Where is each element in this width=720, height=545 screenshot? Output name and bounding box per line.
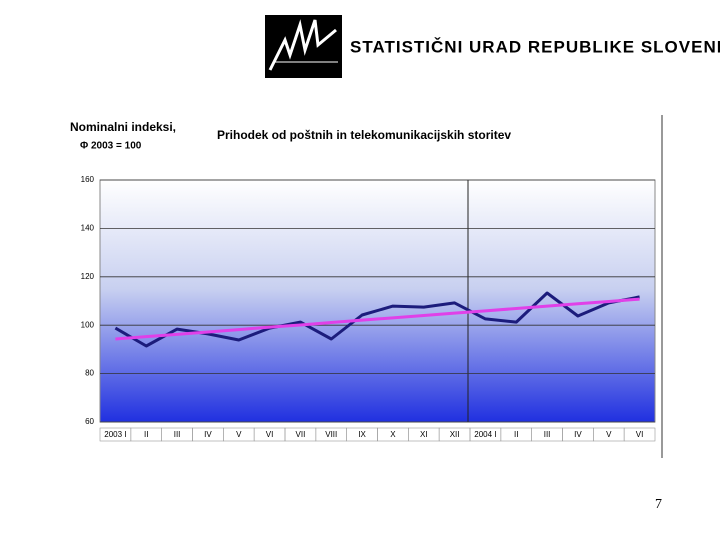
y-label: Nominalni indeksi, — [70, 120, 176, 134]
y-tick-label: 60 — [85, 417, 94, 426]
category-cell — [623, 427, 656, 442]
y-tick-label: 100 — [81, 320, 95, 329]
page-number: 7 — [655, 497, 662, 512]
x-tick-label: X — [390, 430, 396, 439]
x-tick-label: IV — [574, 430, 582, 439]
x-tick-label: VIII — [325, 430, 337, 439]
x-tick-label: 2003 I — [104, 430, 126, 439]
x-tick-label: IX — [358, 430, 366, 439]
organization: STATISTIČNI URAD REPUBLIKE SLOVENIJE — [350, 37, 720, 56]
y-tick-label: 120 — [81, 272, 95, 281]
y-tick-label: 80 — [85, 369, 94, 378]
x-tick-label: V — [236, 430, 242, 439]
y-tick-label: 140 — [81, 224, 95, 233]
x-tick-label: VII — [296, 430, 306, 439]
x-tick-label: IV — [204, 430, 212, 439]
logo — [265, 15, 342, 78]
x-tick-label: II — [514, 430, 518, 439]
x-tick-label: VI — [636, 430, 644, 439]
x-tick-label: II — [144, 430, 148, 439]
x-tick-label: VI — [266, 430, 274, 439]
series-line — [115, 297, 640, 341]
y-tick-label: 160 — [81, 175, 95, 184]
x-tick-label: XI — [420, 430, 428, 439]
chart-title: Prihodek od poštnih in telekomunikacijsk… — [217, 128, 511, 142]
y-sublabel: Φ 2003 = 100 — [80, 141, 142, 152]
x-tick-label: III — [544, 430, 551, 439]
x-tick-label: XII — [450, 430, 460, 439]
plot-area — [99, 179, 656, 423]
x-tick-label: III — [174, 430, 181, 439]
x-tick-label: 2004 I — [474, 430, 496, 439]
x-tick-label: V — [606, 430, 612, 439]
